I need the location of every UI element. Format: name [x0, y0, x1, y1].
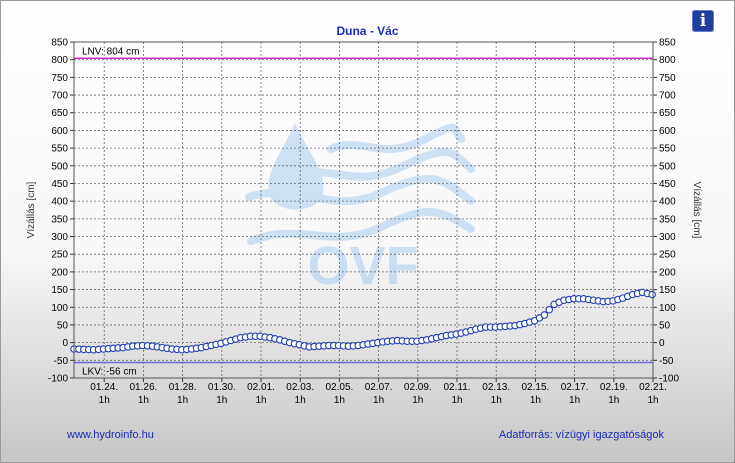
x-tick-label-hour: 1h: [451, 395, 462, 406]
reference-lines: LNV: 804 cm LKV: -56 cm: [74, 46, 653, 377]
x-tick-label-date: 02.05.: [326, 382, 354, 393]
x-tick-label-date: 02.11.: [443, 382, 470, 393]
y-tick-label-left: 450: [51, 179, 68, 190]
y-tick-label-right: 100: [659, 303, 676, 314]
y-tick-label-right: 350: [659, 214, 676, 225]
x-tick-label-date: 01.26.: [130, 382, 158, 393]
x-tick-label-hour: 1h: [99, 395, 110, 406]
x-tick-label-date: 01.24.: [90, 382, 118, 393]
x-tick-label-hour: 1h: [255, 395, 266, 406]
x-tick-label-date: 02.03.: [286, 382, 314, 393]
x-tick-label-hour: 1h: [530, 395, 541, 406]
y-tick-label-right: 50: [659, 320, 671, 331]
x-tick-label-date: 01.28.: [169, 382, 197, 393]
y-tick-label-right: 450: [659, 179, 676, 190]
plot-border: [73, 41, 654, 379]
y-tick-label-left: 400: [51, 197, 68, 208]
y-tick-label-left: 550: [51, 144, 68, 155]
y-tick-label-right: 200: [659, 267, 676, 278]
x-tick-label-hour: 1h: [295, 395, 306, 406]
data-point: [540, 311, 549, 319]
x-tick-label-hour: 1h: [334, 395, 345, 406]
hydroinfo-link[interactable]: www.hydroinfo.hu: [67, 429, 154, 441]
data-source-text: Adatforrás: vízügyi igazgatóságok: [498, 429, 664, 441]
y-tick-label-right: -50: [659, 356, 674, 367]
y-tick-label-right: 650: [659, 108, 676, 119]
x-tick-label-date: 02.21.: [639, 382, 667, 393]
x-tick-label-hour: 1h: [491, 395, 502, 406]
y-tick-label-right: 700: [659, 91, 676, 102]
x-tick-label-date: 02.15.: [521, 382, 549, 393]
y-tick-label-left: 300: [51, 232, 68, 243]
y-tick-label-left: 700: [51, 91, 68, 102]
y-tick-label-right: 250: [659, 250, 676, 261]
y-tick-label-left: 50: [57, 320, 69, 331]
y-tick-label-right: 750: [659, 73, 676, 84]
y-tick-label-right: 600: [659, 126, 676, 137]
y-tick-label-left: 200: [51, 267, 68, 278]
y-tick-label-left: 150: [51, 285, 68, 296]
reference-line-label: LNV: 804 cm: [82, 46, 139, 57]
y-tick-label-left: 750: [51, 73, 68, 84]
y-tick-label-right: 150: [659, 285, 676, 296]
y-tick-label-left: 650: [51, 108, 68, 119]
data-point: [545, 305, 554, 314]
y-axis-title-left: Vízállás [cm]: [26, 181, 37, 238]
y-tick-label-left: 0: [62, 338, 68, 349]
y-tick-label-left: 100: [51, 303, 68, 314]
x-tick-label-hour: 1h: [216, 395, 227, 406]
reference-line-label: LKV: -56 cm: [82, 366, 137, 377]
x-tick-label-hour: 1h: [569, 395, 580, 406]
y-tick-label-left: 350: [51, 214, 68, 225]
info-icon[interactable]: i: [692, 10, 714, 32]
y-tick-label-right: -100: [659, 374, 679, 385]
y-tick-label-left: 500: [51, 161, 68, 172]
y-tick-label-right: 850: [659, 38, 676, 49]
chart-title: Duna - Vác: [336, 24, 399, 38]
data-point: [648, 290, 656, 299]
x-tick-label-date: 02.07.: [365, 382, 393, 393]
y-tick-label-left: -50: [54, 356, 69, 367]
y-tick-label-right: 0: [659, 338, 665, 349]
y-tick-label-left: 600: [51, 126, 68, 137]
x-tick-label-hour: 1h: [647, 395, 658, 406]
x-tick-label-hour: 1h: [412, 395, 423, 406]
x-tick-label-date: 02.13.: [482, 382, 510, 393]
tick-labels: 850 850 800 800 750 750 700 700 650 650 600 600 550 5…: [48, 38, 679, 407]
y-tick-label-left: 250: [51, 250, 68, 261]
ovf-watermark-logo: OVF: [245, 123, 475, 296]
y-tick-label-left: -100: [48, 374, 68, 385]
y-tick-label-right: 800: [659, 55, 676, 66]
y-tick-label-right: 550: [659, 144, 676, 155]
x-tick-label-date: 02.01.: [247, 382, 275, 393]
y-axis-title-right: Vízállás [cm]: [691, 182, 702, 239]
x-tick-label-hour: 1h: [373, 395, 384, 406]
y-tick-label-right: 500: [659, 161, 676, 172]
x-tick-label-hour: 1h: [138, 395, 149, 406]
grid: [70, 41, 657, 382]
x-tick-label-date: 02.19.: [600, 382, 628, 393]
watermark-text: OVF: [307, 236, 418, 296]
x-tick-label-date: 02.09.: [404, 382, 432, 393]
y-tick-label-right: 300: [659, 232, 676, 243]
y-tick-label-left: 850: [51, 38, 68, 49]
x-tick-label-hour: 1h: [177, 395, 188, 406]
series: [70, 288, 656, 354]
x-tick-label-date: 02.17.: [561, 382, 589, 393]
x-tick-label-hour: 1h: [608, 395, 619, 406]
x-tick-label-date: 01.30.: [208, 382, 236, 393]
y-tick-label-right: 400: [659, 197, 676, 208]
y-tick-label-left: 800: [51, 55, 68, 66]
